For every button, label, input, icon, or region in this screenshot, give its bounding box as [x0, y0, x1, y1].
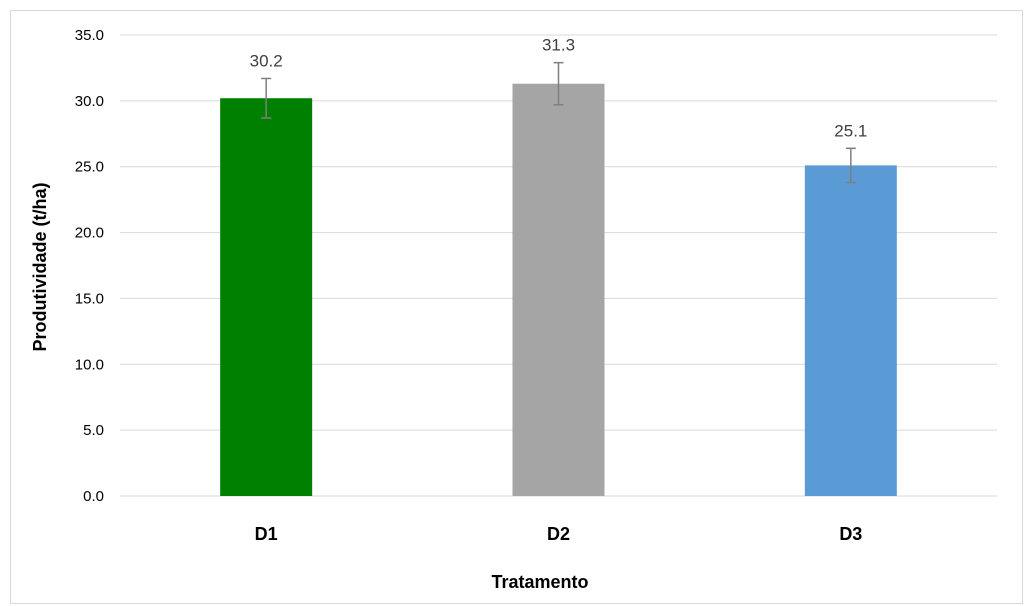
y-tick-label: 15.0 [75, 290, 104, 307]
data-label: 25.1 [834, 121, 867, 140]
y-tick-label: 5.0 [83, 422, 104, 439]
x-axis-categories: D1 D2 D3 [255, 524, 863, 544]
bar-d2 [512, 83, 605, 496]
y-tick-label: 35.0 [75, 27, 104, 44]
data-label: 31.3 [542, 36, 575, 55]
y-tick-label: 30.0 [75, 93, 104, 110]
bars [220, 83, 897, 497]
error-bar-d2 [553, 61, 564, 106]
error-bar-d1 [261, 77, 272, 119]
data-labels: 30.2 31.3 25.1 [250, 36, 868, 141]
y-tick-label: 25.0 [75, 159, 104, 176]
y-tick-label: 20.0 [75, 225, 104, 242]
x-axis-title: Tratamento [491, 572, 588, 592]
x-category-label: D1 [255, 524, 278, 544]
bar-d3 [804, 165, 897, 496]
y-axis-ticks: 0.0 5.0 10.0 15.0 20.0 25.0 30.0 35.0 [75, 27, 104, 505]
data-label: 30.2 [250, 51, 283, 70]
error-bar-d3 [845, 147, 856, 184]
y-tick-label: 10.0 [75, 356, 104, 373]
error-bars [261, 61, 856, 184]
x-category-label: D2 [547, 524, 570, 544]
bar-d1 [220, 98, 313, 497]
y-tick-label: 0.0 [83, 488, 104, 505]
y-axis-title: Produtividade (t/ha) [30, 182, 50, 351]
x-category-label: D3 [839, 524, 862, 544]
